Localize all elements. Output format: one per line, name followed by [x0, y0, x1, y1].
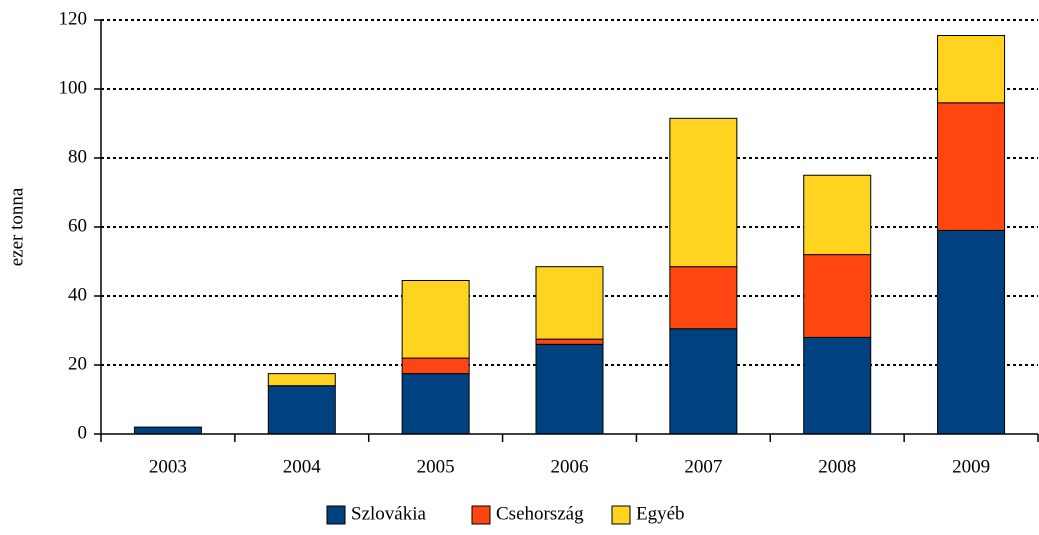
- bar-segment: [669, 117, 738, 268]
- legend-swatch: [471, 505, 491, 525]
- y-tick-label: 40: [68, 284, 87, 305]
- bar-segment: [535, 266, 604, 340]
- y-tick-label: 80: [68, 146, 87, 167]
- bar-segment: [401, 373, 470, 435]
- x-tick-label: 2004: [283, 456, 322, 477]
- y-tick-label: 0: [78, 422, 88, 443]
- bar-segment: [669, 328, 738, 435]
- y-axis-label: ezer tonna: [6, 187, 27, 266]
- y-tick-label: 100: [59, 77, 88, 98]
- y-tick-label: 60: [68, 215, 87, 236]
- bar-segment: [267, 373, 336, 387]
- bar-segment: [803, 174, 872, 256]
- x-tick-label: 2007: [684, 456, 722, 477]
- legend-label: Egyéb: [636, 503, 685, 524]
- bar-segment: [937, 229, 1006, 435]
- bar-segment: [267, 385, 336, 435]
- legend-label: Csehország: [496, 503, 584, 524]
- x-tick-label: 2008: [818, 456, 856, 477]
- bar-segment: [937, 102, 1006, 231]
- legend-swatch: [326, 505, 346, 525]
- bar-segment: [669, 266, 738, 330]
- bar-segment: [937, 35, 1006, 104]
- x-tick-label: 2009: [952, 456, 990, 477]
- y-tick-label: 120: [59, 8, 88, 29]
- x-tick-label: 2005: [417, 456, 455, 477]
- bar-segment: [401, 357, 470, 375]
- bar-segment: [535, 338, 604, 345]
- x-tick-label: 2003: [149, 456, 187, 477]
- bar-segment: [401, 279, 470, 359]
- bar-segment: [133, 426, 202, 435]
- legend-swatch: [611, 505, 631, 525]
- y-tick-label: 20: [68, 353, 87, 374]
- legend-label: Szlovákia: [351, 503, 426, 524]
- x-tick-label: 2006: [551, 456, 589, 477]
- bar-segment: [803, 336, 872, 435]
- bar-segment: [535, 343, 604, 435]
- bar-segment: [803, 254, 872, 338]
